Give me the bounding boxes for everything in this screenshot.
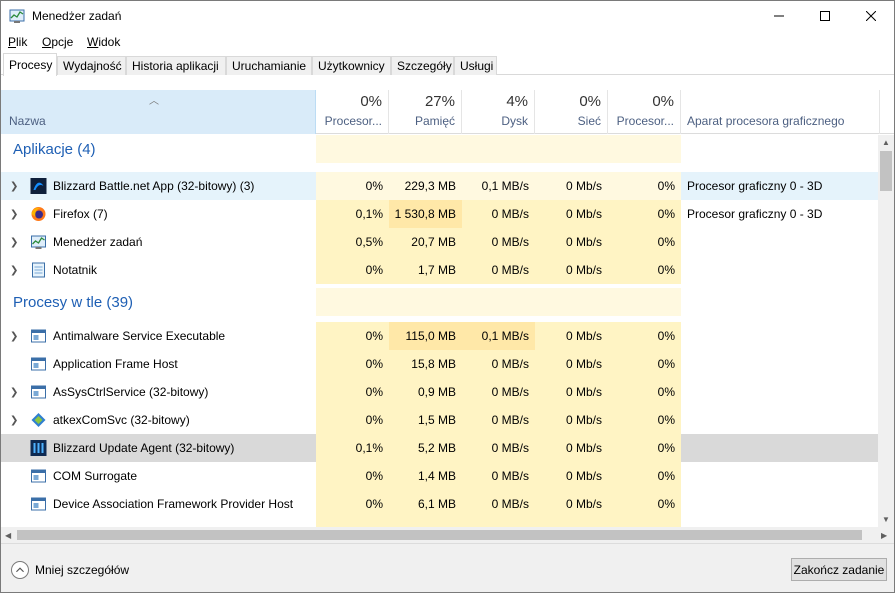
chevron-right-icon[interactable]: ❯ [10, 181, 19, 192]
column-gpu-engine[interactable]: Aparat procesora graficznego [681, 90, 880, 134]
table-row[interactable]: Device Association Framework Provider Ho… [1, 490, 878, 518]
group-header-apps[interactable]: Aplikacje (4) [1, 135, 878, 163]
tab-app-history[interactable]: Historia aplikacji [126, 56, 226, 75]
task-manager-icon [31, 235, 46, 249]
table-row[interactable]: Blizzard Update Agent (32-bitowy) 0,1% 5… [1, 434, 878, 462]
column-disk[interactable]: 4% Dysk [462, 90, 535, 134]
footer-bar: Mniej szczegółów Zakończ zadanie [1, 543, 894, 592]
chevron-right-icon[interactable]: ❯ [10, 209, 19, 220]
group-header-background[interactable]: Procesy w tle (39) [1, 288, 878, 316]
vertical-scrollbar[interactable]: ▲ ▼ [878, 135, 894, 527]
column-cpu[interactable]: 0% Procesor... [316, 90, 389, 134]
end-task-button[interactable]: Zakończ zadanie [791, 558, 887, 581]
notepad-icon [32, 262, 45, 278]
tab-performance[interactable]: Wydajność [57, 56, 126, 75]
fewer-details-link[interactable]: Mniej szczegółów [35, 563, 130, 577]
column-name[interactable]: ︿ Nazwa [1, 90, 316, 134]
horizontal-scroll-thumb[interactable] [17, 530, 862, 540]
column-header: ︿ Nazwa 0% Procesor... 27% Pamięć 4% Dys… [1, 90, 894, 134]
menu-file[interactable]: Plik [8, 35, 28, 49]
service-window-icon [31, 385, 46, 399]
chevron-right-icon[interactable]: ❯ [10, 237, 19, 248]
blizzard-update-icon [30, 440, 47, 456]
minimize-icon [774, 15, 784, 17]
scroll-right-icon[interactable]: ▶ [881, 531, 888, 540]
close-icon [866, 11, 876, 21]
tab-processes[interactable]: Procesy [3, 53, 57, 76]
table-row[interactable] [1, 518, 878, 527]
chevron-right-icon[interactable]: ❯ [10, 415, 19, 426]
table-row[interactable]: COM Surrogate 0% 1,4 MB 0 MB/s 0 Mb/s 0% [1, 462, 878, 490]
scroll-left-icon[interactable]: ◀ [5, 531, 12, 540]
minimize-button[interactable] [756, 1, 802, 31]
column-gpu[interactable]: 0% Procesor... [608, 90, 681, 134]
menu-view[interactable]: Widok [87, 35, 121, 49]
chevron-right-icon[interactable]: ❯ [10, 331, 19, 342]
sort-ascending-icon: ︿ [149, 96, 159, 107]
menu-options[interactable]: Opcje [42, 35, 74, 49]
maximize-button[interactable] [802, 1, 848, 31]
table-row[interactable]: ❯ Blizzard Battle.net App (32-bitowy) (3… [1, 172, 878, 200]
table-row[interactable]: ❯ AsSysCtrlService (32-bitowy) 0% 0,9 MB… [1, 378, 878, 406]
chevron-up-circle-icon[interactable] [11, 561, 29, 579]
table-row[interactable]: ❯ Firefox (7) 0,1% 1 530,8 MB 0 MB/s 0 M… [1, 200, 878, 228]
horizontal-scrollbar[interactable]: ◀ ▶ [1, 527, 894, 543]
column-memory[interactable]: 27% Pamięć [389, 90, 462, 134]
chevron-right-icon[interactable]: ❯ [10, 265, 19, 276]
chevron-right-icon[interactable]: ❯ [10, 387, 19, 398]
service-window-icon [31, 469, 46, 483]
task-manager-icon [9, 9, 25, 23]
tab-details[interactable]: Szczegóły [391, 56, 454, 75]
scroll-down-icon[interactable]: ▼ [882, 515, 890, 524]
menu-bar: Plik Opcje Widok [1, 32, 894, 52]
table-row[interactable]: Application Frame Host 0% 15,8 MB 0 MB/s… [1, 350, 878, 378]
title-bar[interactable]: Menedżer zadań [1, 1, 894, 31]
tab-bar: Procesy Wydajność Historia aplikacji Uru… [1, 53, 894, 76]
vertical-scroll-thumb[interactable] [880, 151, 892, 191]
tab-users[interactable]: Użytkownicy [312, 56, 391, 75]
tab-services[interactable]: Usługi [454, 56, 497, 75]
table-row[interactable]: ❯ Notatnik 0% 1,7 MB 0 MB/s 0 Mb/s 0% [1, 256, 878, 284]
service-window-icon [31, 357, 46, 371]
atkex-icon [31, 413, 46, 427]
service-window-icon [31, 329, 46, 343]
close-button[interactable] [848, 1, 894, 31]
maximize-icon [820, 11, 830, 21]
battlenet-icon [30, 178, 47, 194]
service-window-icon [31, 497, 46, 511]
table-row[interactable]: ❯ Menedżer zadań 0,5% 20,7 MB 0 MB/s 0 M… [1, 228, 878, 256]
scroll-up-icon[interactable]: ▲ [882, 138, 890, 147]
table-row[interactable]: ❯ atkexComSvc (32-bitowy) 0% 1,5 MB 0 MB… [1, 406, 878, 434]
tab-startup[interactable]: Uruchamianie [226, 56, 312, 75]
table-row[interactable]: ❯ Antimalware Service Executable 0% 115,… [1, 322, 878, 350]
firefox-icon [31, 207, 46, 221]
column-network[interactable]: 0% Sieć [535, 90, 608, 134]
process-list: Aplikacje (4) ❯ Blizzard Battle.net App … [1, 135, 878, 527]
window-title: Menedżer zadań [32, 9, 122, 23]
